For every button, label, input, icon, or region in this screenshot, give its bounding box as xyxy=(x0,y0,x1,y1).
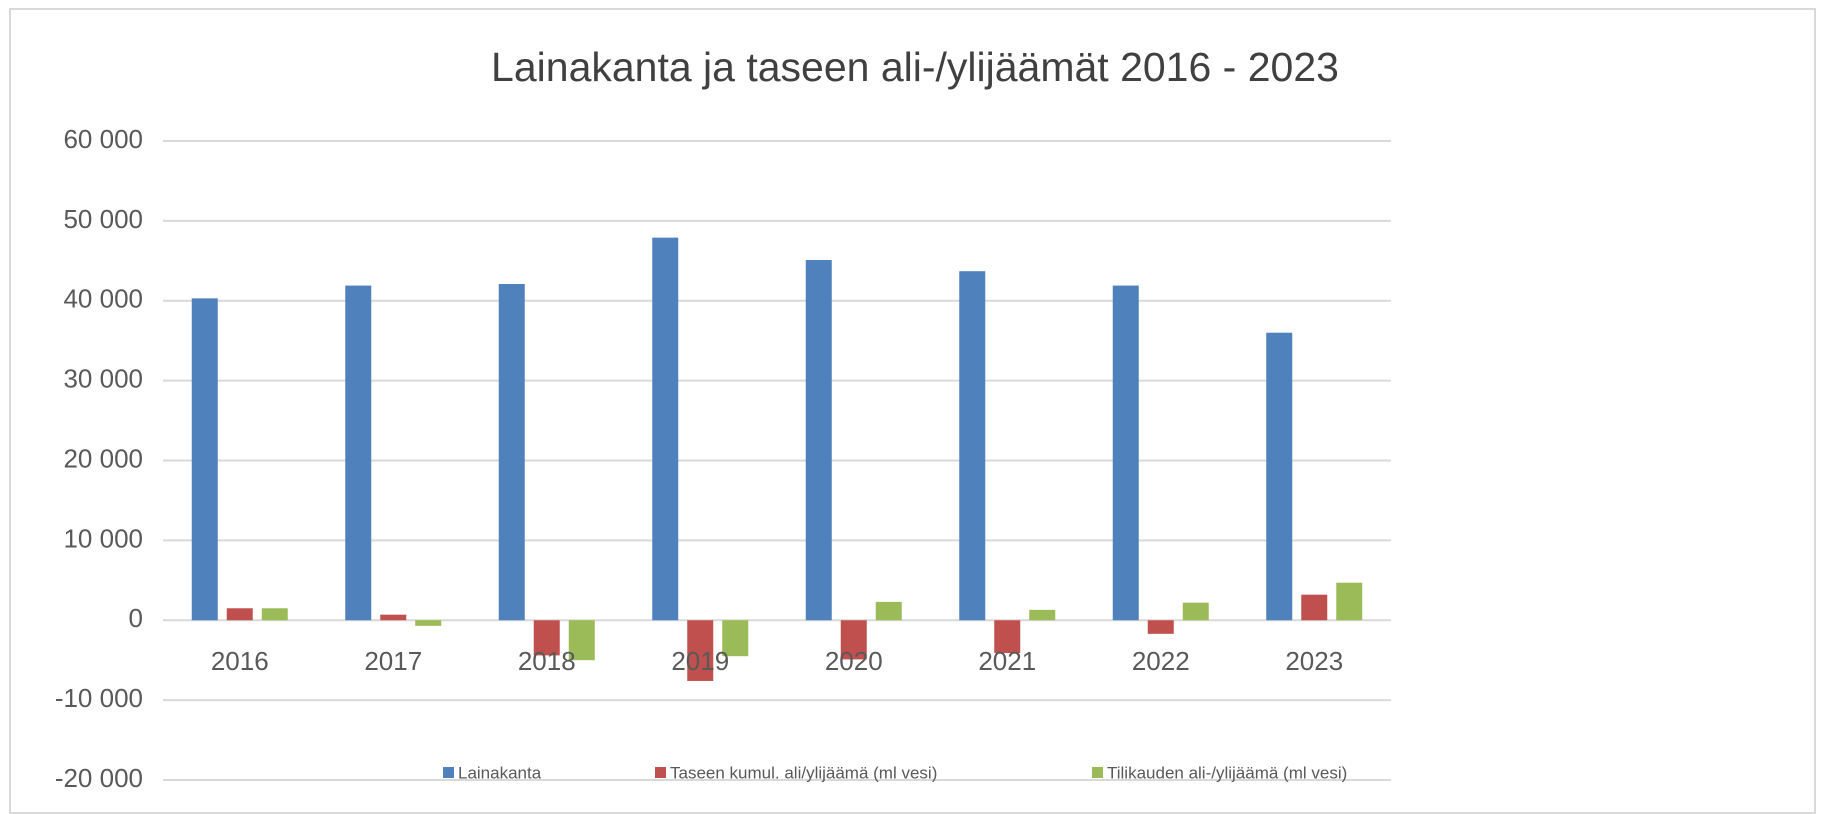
x-tick-label: 2022 xyxy=(1132,646,1190,676)
x-tick-label: 2021 xyxy=(978,646,1036,676)
legend-label: Taseen kumul. ali/ylijäämä (ml vesi) xyxy=(670,763,937,782)
bar xyxy=(498,283,525,621)
bar xyxy=(533,620,560,656)
bar xyxy=(226,608,253,621)
bar xyxy=(652,237,679,621)
y-tick-label: 10 000 xyxy=(63,523,143,553)
bar xyxy=(345,285,372,621)
x-tick-label: 2017 xyxy=(364,646,422,676)
bar xyxy=(1182,602,1209,621)
bar xyxy=(1266,332,1293,621)
x-tick-label: 2019 xyxy=(671,646,729,676)
bar xyxy=(1112,285,1139,621)
bar xyxy=(1147,620,1174,634)
bar xyxy=(1029,609,1056,621)
bar xyxy=(687,620,714,681)
x-tick-label: 2018 xyxy=(518,646,576,676)
x-tick-label: 2023 xyxy=(1285,646,1343,676)
bar xyxy=(1301,594,1328,621)
y-tick-label: 20 000 xyxy=(63,443,143,473)
bar xyxy=(1336,582,1363,621)
legend-swatch xyxy=(443,767,454,778)
y-tick-label: -20 000 xyxy=(55,763,143,793)
bar xyxy=(875,601,902,621)
bar xyxy=(380,614,407,621)
bar xyxy=(840,620,867,660)
bar xyxy=(959,271,986,621)
x-tick-label: 2020 xyxy=(825,646,883,676)
bar xyxy=(805,260,832,621)
chart-border xyxy=(9,8,1816,814)
bar xyxy=(191,298,218,621)
bar xyxy=(261,608,288,621)
y-tick-label: 30 000 xyxy=(63,364,143,394)
y-tick-label: 0 xyxy=(129,603,143,633)
y-tick-label: -10 000 xyxy=(55,683,143,713)
bar xyxy=(722,620,749,657)
x-tick-label: 2016 xyxy=(211,646,269,676)
y-tick-label: 50 000 xyxy=(63,204,143,234)
legend-swatch xyxy=(655,767,666,778)
y-tick-label: 60 000 xyxy=(63,124,143,154)
legend-label: Tilikauden ali-/ylijäämä (ml vesi) xyxy=(1107,763,1347,782)
chart-title: Lainakanta ja taseen ali-/ylijäämät 2016… xyxy=(491,44,1339,90)
y-tick-label: 40 000 xyxy=(63,284,143,314)
bar xyxy=(994,620,1021,653)
bar xyxy=(415,620,442,626)
bar xyxy=(568,620,595,661)
legend-label: Lainakanta xyxy=(458,763,542,782)
legend-swatch xyxy=(1092,767,1103,778)
